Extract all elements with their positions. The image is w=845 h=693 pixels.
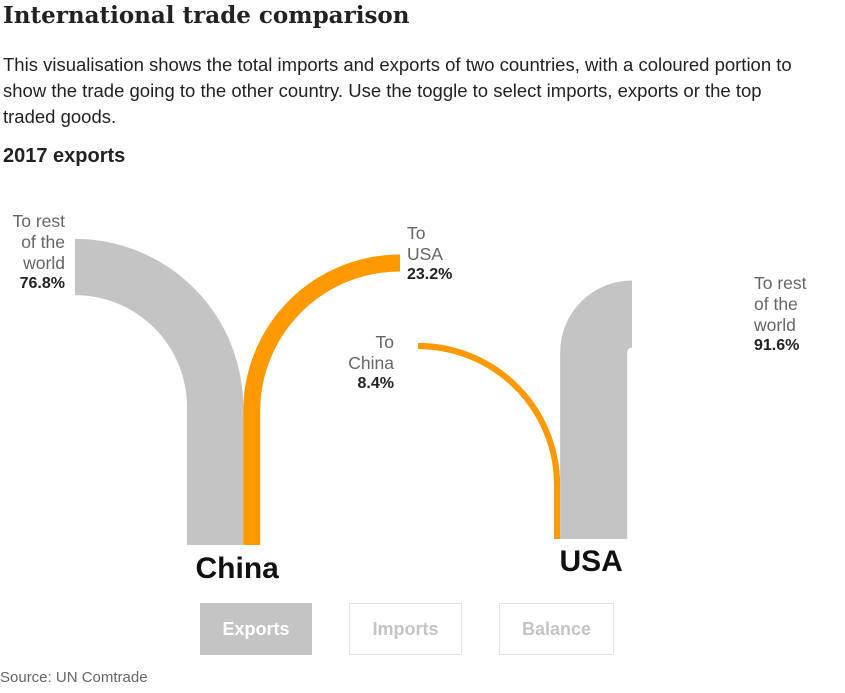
flow-band-china-partner (243, 254, 401, 545)
chart-title: International trade comparison (3, 2, 410, 29)
flow-value-china-rest: 76.8% (19, 275, 65, 292)
toggle-imports[interactable]: Imports (349, 603, 462, 655)
chart-description: This visualisation shows the total impor… (3, 54, 792, 127)
source-note: Source: UN Comtrade (0, 669, 148, 686)
flow-label-usa-rest: To rest of the world 91.6% (754, 273, 807, 354)
trade-flow-chart (74, 238, 635, 545)
flow-label-usa-partner: To China 8.4% (348, 332, 394, 392)
country-name-china: China (195, 552, 279, 585)
flow-band-usa-partner (417, 342, 561, 539)
flow-value-china-partner: 23.2% (407, 266, 453, 283)
flow-label-china-partner: To USA 23.2% (407, 223, 453, 283)
toggle-exports[interactable]: Exports (200, 603, 312, 655)
flow-band-china-rest (74, 238, 244, 545)
flow-band-usa-rest (560, 280, 635, 539)
flow-value-usa-rest: 91.6% (754, 337, 800, 354)
flow-value-usa-partner: 8.4% (357, 375, 394, 392)
toggle-balance[interactable]: Balance (499, 603, 614, 655)
flow-label-china-rest: To rest of the world 76.8% (12, 211, 65, 292)
country-name-usa: USA (559, 545, 623, 578)
chart-subtitle: 2017 exports (3, 145, 126, 167)
